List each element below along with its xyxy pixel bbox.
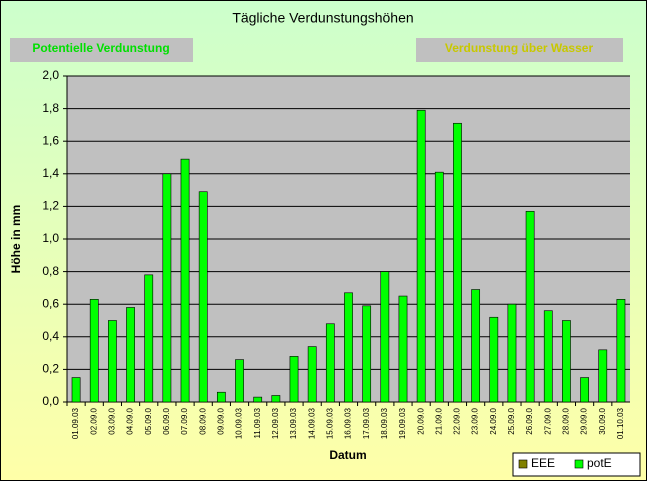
bar — [525, 210, 535, 403]
bar — [362, 305, 372, 403]
x-tick-label: 27.09.0 — [543, 407, 552, 434]
x-tick-label: 05.09.0 — [144, 407, 153, 434]
x-tick-label: 26.09.0 — [525, 407, 534, 434]
x-tick-label: 01.10.03 — [616, 407, 625, 439]
x-tick-label: 03.09.0 — [108, 407, 117, 434]
annotation-box — [416, 38, 623, 62]
y-tick-label: 0,2 — [42, 362, 59, 376]
y-tick-label: 0,0 — [42, 394, 59, 408]
annotation: Verdunstung über Wasser — [445, 41, 594, 55]
x-tick-label: 23.09.0 — [471, 407, 480, 434]
x-tick-label: 24.09.0 — [489, 407, 498, 434]
y-tick-label: 0,6 — [42, 296, 59, 310]
x-tick-label: 21.09.0 — [434, 407, 443, 434]
x-tick-label: 15.09.03 — [325, 407, 334, 439]
bar — [253, 396, 263, 403]
y-tick-label: 0,8 — [42, 264, 59, 278]
legend-swatch — [518, 459, 528, 469]
bar — [489, 316, 499, 403]
x-tick-label: 14.09.03 — [307, 407, 316, 439]
x-tick-label: 02.09.0 — [89, 407, 98, 434]
bar — [126, 307, 135, 403]
legend-swatch — [574, 459, 584, 469]
x-tick-label: 13.09.03 — [289, 407, 298, 439]
x-axis-label: Datum — [329, 448, 366, 462]
y-tick-label: 1,6 — [42, 133, 59, 147]
bar — [598, 349, 608, 403]
x-tick-label: 16.09.03 — [344, 407, 353, 439]
legend-label: potE — [587, 456, 612, 470]
x-tick-label: 25.09.0 — [507, 407, 516, 434]
bar — [398, 295, 408, 403]
x-tick-label: 07.09.0 — [180, 407, 189, 434]
annotation-box — [10, 38, 193, 62]
bar — [616, 299, 626, 403]
annotation: Potentielle Verdunstung — [32, 41, 169, 55]
x-tick-label: 20.09.0 — [416, 407, 425, 434]
x-tick-label: 11.09.03 — [253, 407, 262, 438]
bar — [325, 323, 335, 403]
bar — [543, 310, 553, 403]
y-axis-label: Höhe in mm — [9, 205, 23, 274]
bar — [198, 191, 208, 403]
y-tick-label: 1,4 — [42, 166, 59, 180]
bar — [289, 356, 299, 403]
bar — [162, 173, 172, 403]
bar — [89, 299, 99, 403]
bar — [216, 391, 226, 403]
bar — [235, 359, 244, 403]
y-tick-label: 1,8 — [42, 101, 59, 115]
bar — [344, 292, 353, 403]
x-tick-label: 12.09.03 — [271, 407, 280, 439]
x-tick-label: 04.09.0 — [126, 407, 135, 434]
x-tick-label: 28.09.0 — [562, 407, 571, 434]
bar — [180, 158, 190, 403]
x-tick-label: 18.09.03 — [380, 407, 389, 439]
x-tick-label: 17.09.03 — [362, 407, 371, 439]
bar — [471, 289, 481, 403]
x-tick-label: 19.09.03 — [398, 407, 407, 439]
x-tick-label: 09.09.0 — [216, 407, 225, 434]
x-tick-label: 06.09.0 — [162, 407, 171, 434]
chart-title: Tägliche Verdunstungshöhen — [232, 10, 413, 26]
bar — [580, 377, 589, 403]
bar — [380, 271, 390, 403]
bar — [71, 377, 81, 403]
bar — [271, 395, 281, 403]
y-tick-label: 2,0 — [42, 68, 59, 82]
x-tick-label: 01.09.03 — [71, 407, 80, 439]
bar — [434, 171, 444, 403]
y-tick-label: 0,4 — [42, 329, 59, 343]
y-tick-label: 1,0 — [42, 231, 59, 245]
bar — [562, 320, 571, 403]
x-tick-label: 29.09.0 — [580, 407, 589, 434]
x-tick-label: 30.09.0 — [598, 407, 607, 434]
x-tick-label: 22.09.0 — [453, 407, 462, 434]
bar — [507, 303, 517, 403]
x-tick-label: 10.09.03 — [235, 407, 244, 439]
x-tick-label: 08.09.0 — [198, 407, 207, 434]
y-tick-label: 1,2 — [42, 199, 59, 213]
bar — [144, 274, 154, 403]
bar — [416, 109, 426, 403]
bar — [453, 122, 462, 403]
bar — [108, 320, 117, 403]
bar — [307, 346, 317, 403]
legend-label: EEE — [531, 456, 555, 470]
